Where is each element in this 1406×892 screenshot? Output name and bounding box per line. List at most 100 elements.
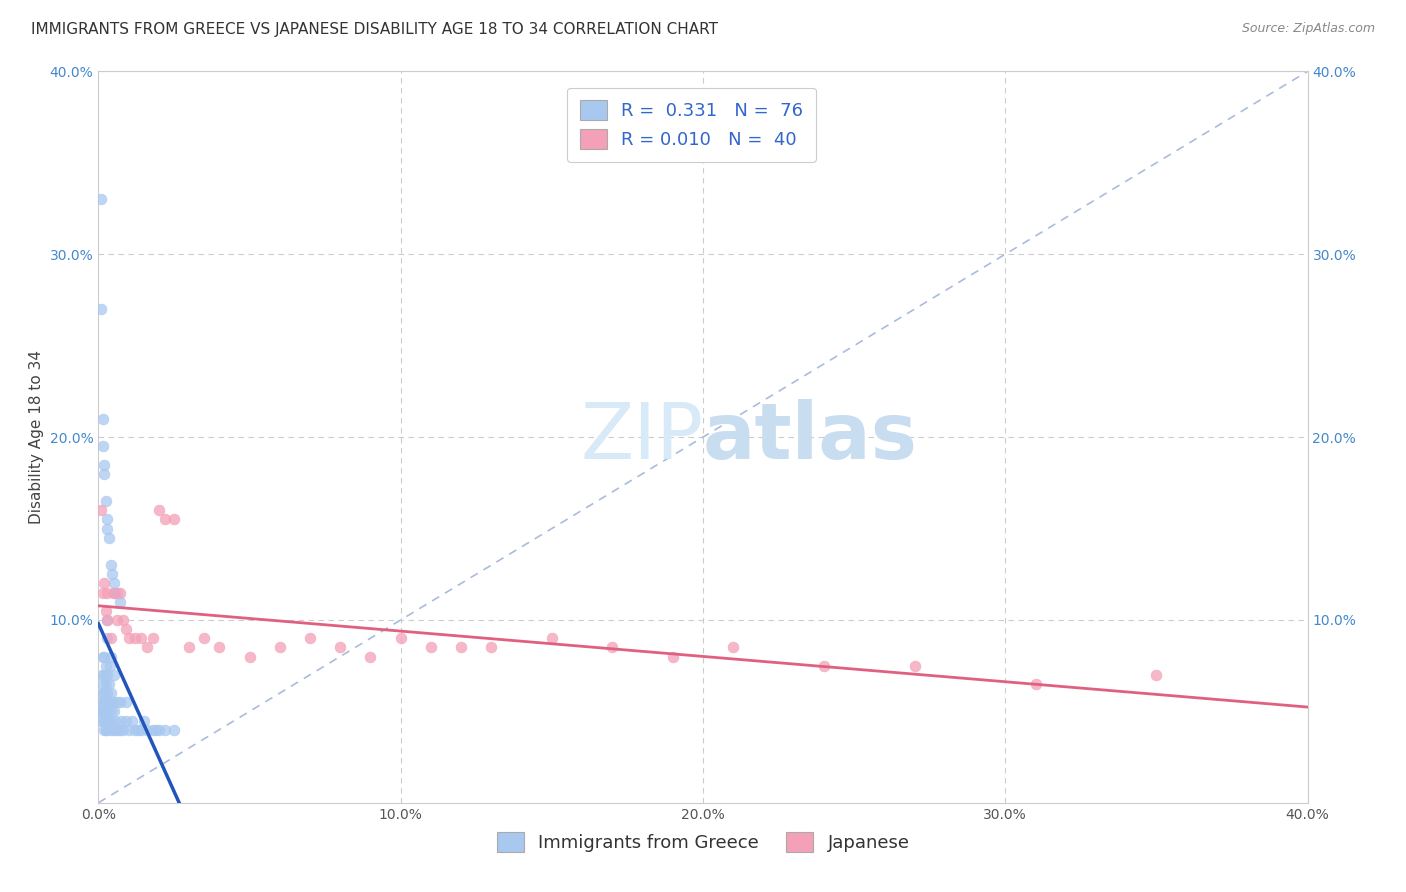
Point — [90, 705, 112, 719]
Point — [96, 613, 118, 627]
Point — [90, 695, 112, 709]
Point — [129, 723, 152, 737]
Point — [93, 576, 115, 591]
Point — [103, 585, 125, 599]
Point — [94, 695, 117, 709]
Point — [389, 632, 412, 646]
Point — [91, 439, 114, 453]
Point — [94, 658, 117, 673]
Point — [94, 677, 117, 691]
Point — [91, 686, 114, 700]
Point — [96, 521, 118, 535]
Point — [98, 695, 121, 709]
Point — [90, 301, 112, 317]
Point — [661, 649, 683, 664]
Point — [148, 503, 170, 517]
Point — [127, 723, 149, 737]
Point — [91, 649, 114, 664]
Point — [96, 632, 118, 646]
Point — [100, 632, 122, 646]
Point — [93, 723, 115, 737]
Point — [114, 695, 136, 709]
Point — [93, 649, 115, 664]
Point — [96, 705, 118, 719]
Point — [153, 723, 176, 737]
Point — [142, 723, 165, 737]
Point — [108, 695, 131, 709]
Point — [90, 714, 112, 728]
Point — [299, 632, 322, 646]
Point — [93, 458, 115, 472]
Point — [98, 677, 121, 691]
Point — [91, 667, 114, 681]
Point — [420, 640, 443, 655]
Point — [103, 585, 125, 599]
Point — [108, 585, 131, 599]
Point — [98, 658, 121, 673]
Point — [103, 705, 125, 719]
Point — [96, 512, 118, 526]
Point — [90, 503, 112, 517]
Point — [96, 723, 118, 737]
Point — [904, 658, 927, 673]
Point — [114, 714, 136, 728]
Point — [91, 412, 114, 426]
Point — [540, 632, 562, 646]
Legend: Immigrants from Greece, Japanese: Immigrants from Greece, Japanese — [489, 825, 917, 860]
Point — [124, 632, 146, 646]
Point — [142, 632, 165, 646]
Point — [135, 723, 157, 737]
Point — [94, 494, 117, 508]
Point — [93, 667, 115, 681]
Point — [100, 558, 122, 573]
Point — [135, 640, 157, 655]
Point — [114, 622, 136, 636]
Text: atlas: atlas — [703, 399, 918, 475]
Point — [208, 640, 231, 655]
Point — [100, 686, 122, 700]
Point — [105, 585, 128, 599]
Point — [94, 723, 117, 737]
Point — [239, 649, 262, 664]
Point — [148, 723, 170, 737]
Point — [103, 667, 125, 681]
Point — [163, 512, 186, 526]
Point — [96, 667, 118, 681]
Point — [94, 604, 117, 618]
Point — [110, 714, 132, 728]
Point — [101, 695, 124, 709]
Point — [132, 714, 155, 728]
Point — [481, 640, 503, 655]
Point — [103, 723, 125, 737]
Point — [602, 640, 624, 655]
Point — [91, 585, 114, 599]
Point — [93, 695, 115, 709]
Point — [1024, 677, 1046, 691]
Point — [100, 705, 122, 719]
Point — [91, 705, 114, 719]
Point — [90, 192, 112, 206]
Point — [96, 686, 118, 700]
Point — [108, 594, 131, 608]
Point — [121, 714, 143, 728]
Point — [118, 632, 141, 646]
Point — [111, 723, 134, 737]
Text: Source: ZipAtlas.com: Source: ZipAtlas.com — [1241, 22, 1375, 36]
Point — [103, 576, 125, 591]
Point — [93, 686, 115, 700]
Point — [91, 677, 114, 691]
Point — [329, 640, 352, 655]
Point — [96, 613, 118, 627]
Point — [105, 723, 128, 737]
Point — [94, 714, 117, 728]
Point — [105, 695, 128, 709]
Point — [101, 567, 124, 582]
Point — [97, 714, 120, 728]
Point — [723, 640, 745, 655]
Point — [100, 714, 122, 728]
Point — [93, 705, 115, 719]
Point — [104, 714, 127, 728]
Point — [124, 723, 146, 737]
Point — [153, 512, 176, 526]
Point — [193, 632, 215, 646]
